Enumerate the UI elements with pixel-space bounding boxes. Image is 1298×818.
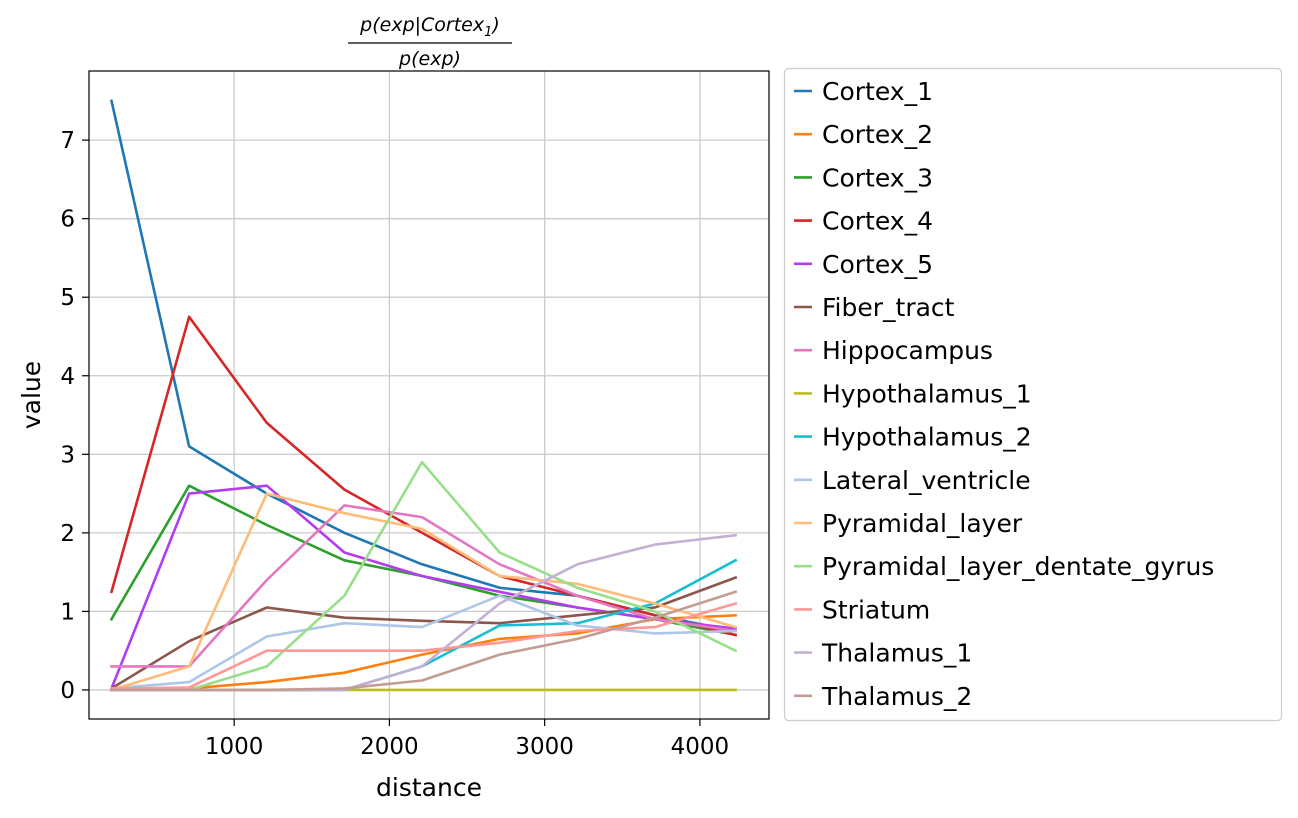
legend-label-lateral-ventricle: Lateral_ventricle <box>822 466 1031 495</box>
series-line-striatum <box>110 601 738 690</box>
series-lines <box>109 99 738 692</box>
legend-label-cortex-5: Cortex_5 <box>822 250 933 279</box>
plot-frame <box>88 70 770 720</box>
y-tick-label: 2 <box>60 521 75 547</box>
legend-label-thalamus-2: Thalamus_2 <box>821 682 972 711</box>
y-tick-label: 3 <box>60 442 75 468</box>
title-numerator: p(exp|Cortex <box>359 14 485 36</box>
series-line-thalamus-2 <box>110 590 738 692</box>
x-tick-label: 4000 <box>671 734 730 760</box>
y-axis-label: value <box>17 361 46 429</box>
legend-label-hypothalamus-2: Hypothalamus_2 <box>822 423 1032 452</box>
y-tick-label: 7 <box>60 128 75 154</box>
y-tick-label: 0 <box>60 678 75 704</box>
legend-label-cortex-3: Cortex_3 <box>822 163 933 192</box>
legend-label-cortex-2: Cortex_2 <box>822 120 933 149</box>
series-line-cortex-5 <box>109 484 738 691</box>
y-tick-label: 5 <box>60 285 75 311</box>
y-axis-ticks: 0 1 2 3 4 5 6 7 <box>60 128 89 704</box>
legend-label-pyramidal-layer-dentate-gyrus: Pyramidal_layer_dentate_gyrus <box>822 552 1214 581</box>
title-numerator-close: ) <box>490 14 499 36</box>
legend-label-hypothalamus-1: Hypothalamus_1 <box>822 379 1032 408</box>
x-tick-label: 3000 <box>515 734 574 760</box>
series-line-cortex-4 <box>109 315 738 637</box>
legend-entries: Cortex_1 Cortex_2 Cortex_3 Cortex_4 Cortex_5… <box>794 77 1214 711</box>
series-line-pyramidal-layer-dentate-gyrus <box>110 460 738 692</box>
y-tick-label: 4 <box>60 364 75 390</box>
series-line-pyramidal-layer <box>109 492 738 692</box>
series-line-lateral-ventricle <box>110 594 737 690</box>
y-tick-label: 1 <box>60 599 75 625</box>
x-tick-label: 1000 <box>205 734 264 760</box>
legend-label-cortex-4: Cortex_4 <box>822 207 933 236</box>
x-tick-label: 2000 <box>360 734 419 760</box>
legend-frame <box>783 67 1283 722</box>
svg-text:p(exp|Cortex1): p(exp|Cortex1) <box>359 14 500 40</box>
title-numerator-subscript: 1 <box>484 25 492 40</box>
legend: Cortex_1 Cortex_2 Cortex_3 Cortex_4 Cortex_5… <box>783 67 1283 722</box>
legend-label-fiber-tract: Fiber_tract <box>822 293 955 322</box>
y-tick-label: 6 <box>60 207 75 233</box>
series-line-cortex-1 <box>109 99 738 633</box>
legend-label-striatum: Striatum <box>822 595 930 624</box>
legend-label-thalamus-1: Thalamus_1 <box>821 639 972 668</box>
legend-label-cortex-1: Cortex_1 <box>822 77 933 106</box>
legend-label-hippocampus: Hippocampus <box>822 336 993 365</box>
x-axis-ticks: 1000 2000 3000 4000 <box>205 719 729 760</box>
chart-title: p(exp|Cortex1) p(exp) <box>348 14 512 70</box>
x-axis-label: distance <box>376 773 482 802</box>
legend-label-pyramidal-layer: Pyramidal_layer <box>822 509 1023 538</box>
title-denominator: p(exp) <box>398 48 461 70</box>
